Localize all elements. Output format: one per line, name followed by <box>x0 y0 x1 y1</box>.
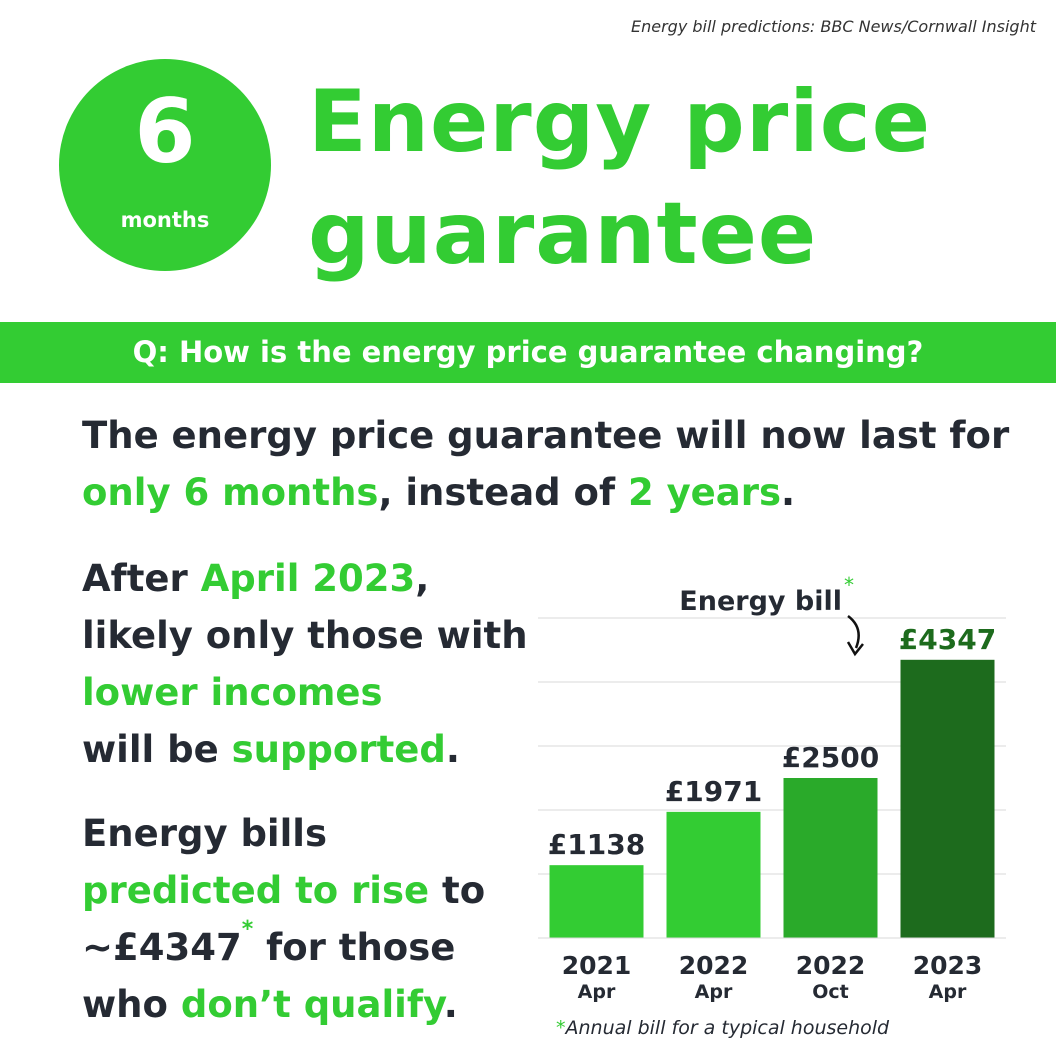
p2-highlight-lower-incomes: lower incomes <box>82 671 383 714</box>
p3-text-a: Energy bills <box>82 812 327 855</box>
x-tick-sublabel: Oct <box>812 981 849 1003</box>
page-title: Energy price guarantee <box>308 66 1048 290</box>
p3-highlight-predicted: predicted to rise <box>82 869 430 912</box>
badge-number: 6 <box>134 80 196 183</box>
bar-value-label: £2500 <box>782 741 879 774</box>
annotation-asterisk: * <box>844 573 854 597</box>
energy-bill-bar-chart: £11382021Apr£19712022Apr£25002022Oct£434… <box>538 573 1006 1003</box>
x-tick-label: 2023 <box>913 951 983 980</box>
bar-value-label: £4347 <box>899 623 996 656</box>
bar-value-label: £1138 <box>548 828 645 861</box>
p2-highlight-april-2023: April 2023 <box>200 557 416 600</box>
annotation-arrow <box>847 615 860 649</box>
bar <box>900 659 995 938</box>
x-tick-sublabel: Apr <box>929 981 967 1003</box>
duration-badge: 6 months <box>59 59 271 271</box>
title-line-1: Energy price <box>308 72 932 172</box>
bar <box>783 778 878 938</box>
title-line-2: guarantee <box>308 184 818 284</box>
chart-footnote: *Annual bill for a typical household <box>556 1017 889 1039</box>
support-paragraph: After April 2023, likely only those with… <box>82 550 532 778</box>
question-banner: Q: How is the energy price guarantee cha… <box>0 322 1056 383</box>
p3-text-i: . <box>443 983 458 1026</box>
p2-text-c: , <box>415 557 430 600</box>
bar <box>666 811 761 938</box>
p3-highlight-dont-qualify: don’t qualify <box>180 983 444 1026</box>
p2-text-a: After <box>82 557 201 600</box>
duration-paragraph: The energy price guarantee will now last… <box>82 407 1042 521</box>
p2-text-d: likely only those with <box>82 614 528 657</box>
bar-value-label: £1971 <box>665 775 762 808</box>
annotation-label: Energy bill <box>679 586 842 617</box>
p2-highlight-supported: supported <box>231 728 446 771</box>
arrow-head-icon <box>846 641 864 657</box>
badge-unit: months <box>120 208 210 232</box>
footnote-asterisk: * <box>556 1017 566 1039</box>
p3-text-f: for those <box>253 926 456 969</box>
p1-highlight-2-years: 2 years <box>627 471 782 514</box>
footnote-text: *Annual bill for a typical household <box>556 1017 889 1039</box>
p1-text-a: The energy price guarantee will now last… <box>82 414 1010 457</box>
p1-text-e: . <box>781 471 796 514</box>
x-tick-sublabel: Apr <box>695 981 733 1003</box>
source-credit: Energy bill predictions: BBC News/Cornwa… <box>631 17 1036 36</box>
x-tick-label: 2022 <box>796 951 866 980</box>
p1-text-c: , instead of <box>378 471 628 514</box>
p3-text-g: who <box>82 983 181 1026</box>
x-tick-sublabel: Apr <box>578 981 616 1003</box>
question-text: Q: How is the energy price guarantee cha… <box>132 335 924 369</box>
p2-text-h: . <box>445 728 460 771</box>
prediction-paragraph: Energy bills predicted to rise to ~£4347… <box>82 805 532 1033</box>
p3-amount: ~£4347 <box>82 926 242 969</box>
x-tick-label: 2022 <box>679 951 749 980</box>
bar <box>549 865 644 938</box>
x-tick-label: 2021 <box>562 951 632 980</box>
p3-text-c: to <box>429 869 486 912</box>
footnote-body: Annual bill for a typical household <box>565 1017 890 1039</box>
p3-asterisk: * <box>241 917 254 942</box>
p2-text-f: will be <box>82 728 232 771</box>
p1-highlight-6-months: only 6 months <box>82 471 379 514</box>
